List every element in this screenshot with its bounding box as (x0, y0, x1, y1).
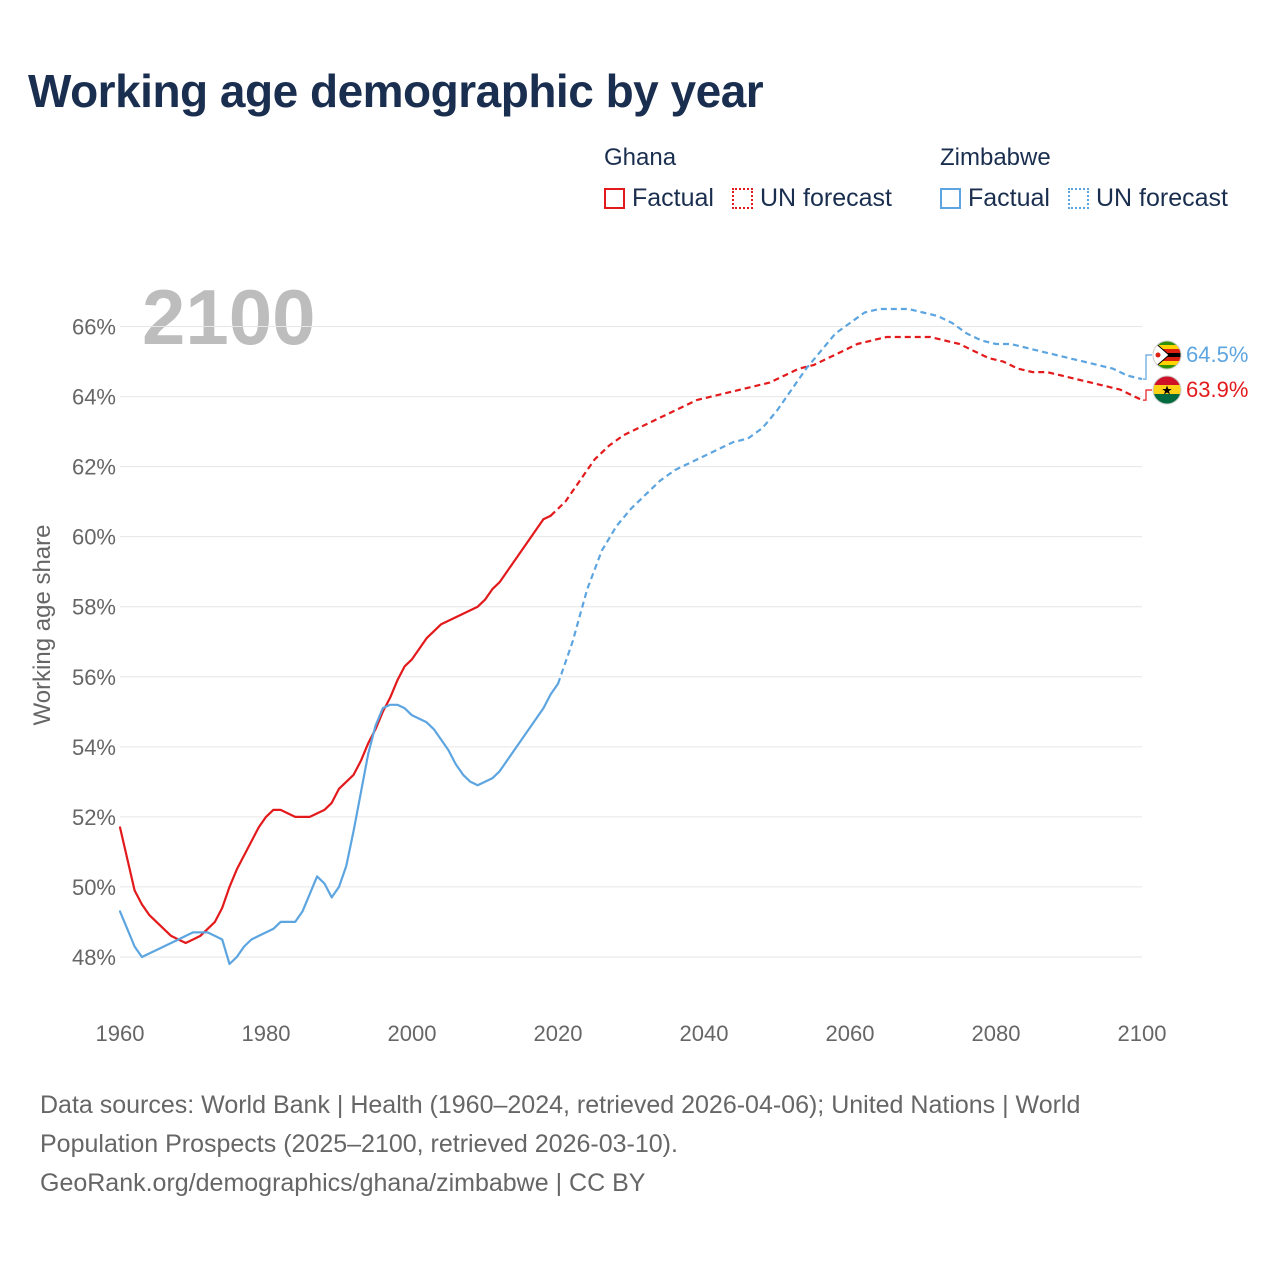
gridlines (120, 326, 1142, 958)
zimbabwe-flag-icon (1153, 341, 1181, 369)
x-tick-label: 1980 (242, 1021, 291, 1046)
footer-line: GeoRank.org/demographics/ghana/zimbabwe … (40, 1169, 646, 1197)
x-tick-label: 2000 (388, 1021, 437, 1046)
legend-country-ghana: Ghana (604, 144, 677, 171)
y-tick-label: 54% (72, 735, 116, 760)
y-tick-label: 50% (72, 875, 116, 900)
x-axis: 1960 1980 2000 2020 2040 2060 2080 2100 (96, 1021, 1167, 1046)
footer-line: Population Prospects (2025–2100, retriev… (40, 1130, 678, 1158)
legend-swatch-dotted (1067, 188, 1089, 209)
legend-group-ghana: Ghana Factual UN forecast (604, 144, 892, 213)
legend-label: Factual (632, 184, 714, 212)
series (118, 307, 1152, 966)
y-tick-label: 60% (72, 525, 116, 550)
x-tick-label: 1960 (96, 1021, 145, 1046)
x-tick-label: 2100 (1118, 1021, 1167, 1046)
ghana-flag-icon (1153, 376, 1181, 404)
chart-title: Working age demographic by year (28, 65, 764, 117)
legend-country-zimbabwe: Zimbabwe (940, 144, 1051, 171)
y-tick-label: 56% (72, 665, 116, 690)
footer-sources: Data sources: World Bank | Health (1960–… (40, 1086, 1220, 1203)
legend-label: Factual (968, 184, 1050, 212)
x-tick-label: 2060 (826, 1021, 875, 1046)
x-tick-label: 2040 (680, 1021, 729, 1046)
y-tick-label: 62% (72, 455, 116, 480)
end-label-connector (1143, 389, 1152, 401)
legend-swatch-dotted (731, 188, 753, 209)
y-tick-label: 48% (72, 945, 116, 970)
x-tick-label: 2020 (534, 1021, 583, 1046)
legend-swatch-solid (604, 188, 625, 209)
y-axis-title: Working age share (29, 525, 56, 726)
y-tick-label: 58% (72, 595, 116, 620)
zimbabwe-flag-border (1152, 340, 1182, 370)
legend-label: UN forecast (1095, 184, 1228, 212)
ghana-flag-border (1152, 375, 1182, 405)
legend-zimbabwe-factual[interactable]: Factual (940, 184, 1050, 213)
legend-label: UN forecast (759, 184, 892, 212)
y-tick-label: 66% (72, 315, 116, 340)
footer-line: Data sources: World Bank | Health (1960–… (40, 1091, 1081, 1119)
y-tick-label: 64% (72, 385, 116, 410)
x-tick-label: 2080 (972, 1021, 1021, 1046)
line-chart: 2100 48% 50% 52% 54% 56% 58% 60% 62% 64% 66% 1960… (29, 273, 1248, 1046)
end-label-ghana: 63.9% (1186, 377, 1248, 402)
legend-zimbabwe-forecast[interactable]: UN forecast (1067, 184, 1228, 213)
end-label-zimbabwe: 64.5% (1186, 342, 1248, 367)
legend-swatch-solid (940, 188, 961, 209)
y-tick-label: 52% (72, 805, 116, 830)
end-label-connector (1143, 354, 1152, 380)
series-line-zimbabwe-factual[interactable] (118, 682, 560, 966)
year-watermark: 2100 (142, 273, 316, 361)
y-axis: 48% 50% 52% 54% 56% 58% 60% 62% 64% 66% (72, 315, 116, 970)
series-line-ghana-factual[interactable] (118, 514, 552, 945)
legend-group-zimbabwe: Zimbabwe Factual UN forecast (940, 144, 1228, 213)
legend-ghana-forecast[interactable]: UN forecast (731, 184, 892, 213)
series-line-ghana-forecast[interactable] (549, 335, 1143, 517)
series-line-zimbabwe-forecast[interactable] (556, 307, 1143, 685)
legend-ghana-factual[interactable]: Factual (604, 184, 714, 213)
